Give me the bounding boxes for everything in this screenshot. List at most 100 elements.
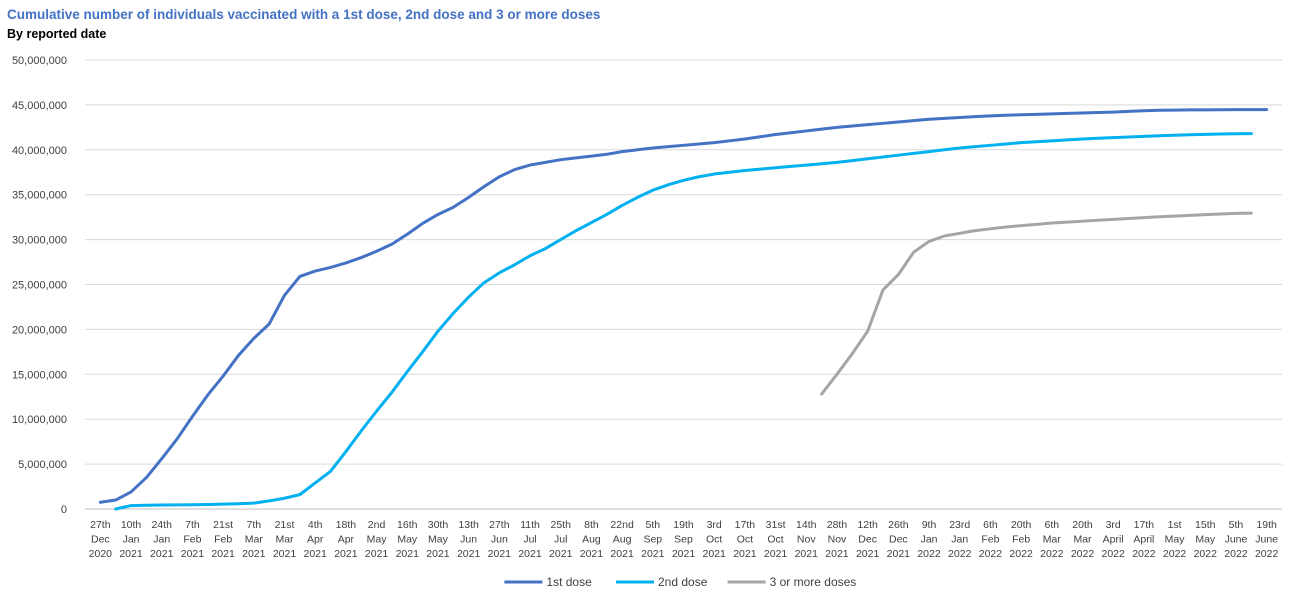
x-tick-label-line: 2021 [365,548,389,560]
y-tick-label: 20,000,000 [12,324,67,336]
x-tick-label-line: 26th [888,519,909,531]
x-tick-label-line: June [1255,534,1278,546]
y-tick-label: 15,000,000 [12,369,67,381]
x-tick-label-line: 2022 [1132,548,1156,560]
y-tick-label: 35,000,000 [12,190,67,202]
x-tick-label-line: 17th [1134,519,1155,531]
x-tick-label: 3rd April 2022 [1102,519,1126,560]
x-tick-label-line: 30th [428,519,449,531]
x-tick-label-line: 27th [489,519,510,531]
x-tick-label-line: 2020 [89,548,113,560]
x-tick-label-line: Feb [214,534,232,546]
x-tick-label: 1st May 2022 [1163,519,1187,560]
x-tick-label-line: May [397,534,418,546]
x-tick-label: 6th Mar 2022 [1040,519,1064,560]
x-tick-label-line: 5th [1229,519,1244,531]
x-tick-label-line: 27th [90,519,111,531]
x-tick-label-line: Apr [307,534,324,546]
x-tick-label-line: Dec [889,534,908,546]
x-tick-label: 30th May 2021 [426,519,450,560]
x-tick-label: 17th Oct 2021 [733,519,757,560]
x-tick-label-line: May [1165,534,1186,546]
y-tick-label: 0 [61,504,67,516]
x-tick-label-line: 2021 [488,548,512,560]
x-tick-label-line: 2021 [549,548,573,560]
x-tick-label: 8th Aug 2021 [580,519,604,560]
x-tick-label: 16th May 2021 [396,519,420,560]
x-tick-label: 20th Mar 2022 [1071,519,1095,560]
x-tick-label: 26th Dec 2021 [887,519,911,560]
y-tick-label: 50,000,000 [12,55,67,67]
x-tick-label-line: Sep [643,534,662,546]
x-tick-label-line: Jan [951,534,968,546]
x-tick-label: 9th Jan 2022 [917,519,941,560]
chart-title: Cumulative number of individuals vaccina… [7,7,601,22]
x-tick-label-line: 28th [827,519,848,531]
x-tick-label-line: Jun [460,534,477,546]
x-tick-label-line: 2022 [1194,548,1218,560]
x-tick-label-line: 2021 [396,548,420,560]
x-tick-label-line: Sep [674,534,693,546]
x-tick-label-line: May [367,534,388,546]
x-tick-label-line: 2022 [948,548,972,560]
x-tick-label: 12th Dec 2021 [856,519,880,560]
x-tick-label-line: Nov [828,534,847,546]
x-tick-label-line: 20th [1011,519,1032,531]
x-tick-label-line: 2nd [368,519,386,531]
x-tick-label-line: 2022 [1224,548,1248,560]
x-tick-label-line: 17th [735,519,756,531]
x-tick-label-line: 21st [275,519,295,531]
x-tick-label-line: Dec [91,534,110,546]
x-tick-label-line: Mar [275,534,294,546]
x-tick-label-line: 10th [121,519,142,531]
legend-item: 2nd dose [616,575,708,589]
x-tick-label-line: 22nd [610,519,634,531]
legend-label: 2nd dose [658,575,708,589]
y-tick-label: 45,000,000 [12,100,67,112]
x-tick-label-line: 2021 [242,548,266,560]
x-tick-label: 22nd Aug 2021 [610,519,634,560]
x-tick-label: 4th Apr 2021 [304,519,328,560]
x-tick-label-line: 2021 [764,548,788,560]
x-tick-label: 25th Jul 2021 [549,519,573,560]
x-tick-label-line: Oct [706,534,722,546]
x-tick-label-line: 11th [520,519,540,531]
legend-item: 1st dose [504,575,592,589]
series-line-3-or-more-doses [820,211,1253,396]
x-tick-label-line: Apr [338,534,355,546]
gridlines [85,59,1282,510]
y-axis: 0 5,000,000 10,000,000 15,000,000 20,000,000… [12,55,67,516]
y-tick-label: 25,000,000 [12,280,67,292]
x-tick-label-line: 6th [1045,519,1060,531]
x-tick-label-line: 2021 [825,548,849,560]
x-tick-label: 20th Feb 2022 [1009,519,1033,560]
x-tick-label-line: 2022 [1040,548,1064,560]
x-tick-label-line: 2021 [610,548,634,560]
x-tick-label-line: 2021 [518,548,542,560]
x-tick-label-line: 2021 [304,548,328,560]
y-tick-label: 5,000,000 [18,459,67,471]
x-tick-label-line: 25th [551,519,572,531]
x-tick-label-line: 2021 [887,548,911,560]
x-tick-label: 21st Mar 2021 [273,519,297,560]
x-tick-label: 3rd Oct 2021 [703,519,727,560]
y-tick-label: 40,000,000 [12,145,67,157]
x-tick-label-line: 2022 [979,548,1003,560]
x-tick-label-line: 2022 [1163,548,1187,560]
x-tick-label-line: 3rd [1106,519,1121,531]
x-tick-label-line: 8th [584,519,599,531]
x-tick-label-line: 2022 [1255,548,1279,560]
x-tick-label: 6th Feb 2022 [979,519,1003,560]
x-tick-label-line: Oct [767,534,783,546]
x-tick-label-line: 2021 [334,548,358,560]
x-tick-label-line: 1st [1168,519,1182,531]
x-tick-label: 10th Jan 2021 [119,519,143,560]
x-tick-label-line: 2022 [1009,548,1033,560]
x-tick-label-line: Jul [554,534,567,546]
legend: 1st dose 2nd dose 3 or more doses [504,575,856,589]
x-tick-label-line: Mar [1073,534,1092,546]
x-tick-label: 28th Nov 2021 [825,519,849,560]
x-tick-label-line: Jun [491,534,508,546]
x-tick-label-line: 19th [673,519,694,531]
